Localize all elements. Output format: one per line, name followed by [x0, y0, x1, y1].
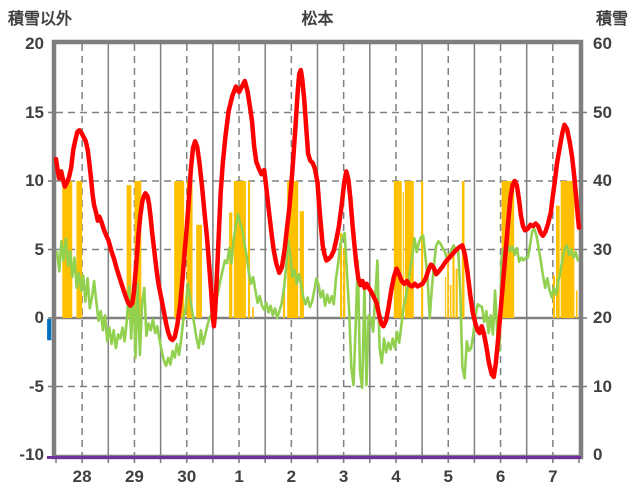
y-axis-left-tick-label: -5 — [28, 376, 44, 396]
sunshine-bar — [229, 212, 233, 318]
y-axis-left-tick-label: 5 — [34, 239, 44, 259]
sunshine-bar — [555, 205, 560, 318]
sunshine-bar — [287, 181, 299, 318]
sunshine-bar — [447, 253, 449, 318]
sunshine-bar — [247, 181, 251, 318]
sunshine-bar — [186, 181, 193, 318]
y-axis-right-tick-label: 60 — [593, 34, 612, 53]
y-axis-right-tick-label: 50 — [593, 102, 612, 122]
sunshine-bar — [343, 248, 346, 318]
x-axis-tick-label: 5 — [443, 467, 453, 486]
x-axis-tick-label: 29 — [124, 467, 144, 486]
temperature-line-group — [53, 67, 582, 380]
y-axis-right-tick-label: 10 — [593, 376, 612, 396]
x-axis-tick-label: 30 — [177, 467, 197, 486]
y-axis-left-tick-label: 20 — [25, 34, 44, 53]
sunshine-bar — [252, 307, 254, 318]
sunshine-bar — [452, 256, 455, 318]
y-axis-right-tick-label: 0 — [593, 445, 603, 464]
sunshine-bar — [449, 285, 452, 318]
sunshine-bar — [404, 181, 414, 318]
y-axis-right-tick-label: 20 — [593, 308, 612, 327]
sunshine-bar — [299, 211, 304, 318]
sunshine-bar — [233, 181, 246, 318]
x-axis-tick-label: 7 — [548, 467, 558, 486]
temperature-line — [53, 67, 582, 380]
sunshine-bar — [282, 286, 286, 318]
x-axis-tick-label: 2 — [286, 467, 297, 486]
green-line-group — [55, 212, 580, 390]
sunshine-bar — [575, 290, 578, 318]
sunshine-bar — [393, 181, 402, 318]
sunshine-bar — [174, 181, 185, 318]
sunshine-bar — [339, 233, 343, 318]
sunshine-bar — [402, 191, 404, 318]
green-series-line — [55, 212, 580, 390]
y-axis-left-tick-label: 10 — [25, 171, 44, 190]
y-axis-left-tick-label: 0 — [34, 308, 44, 327]
y-axis-right-tick-label: 30 — [593, 239, 612, 259]
left-axis-title: 積雪以外 — [8, 11, 73, 28]
sunshine-bar — [76, 181, 83, 318]
x-axis-tick-label: 3 — [338, 467, 349, 486]
x-axis-tick-label: 6 — [495, 467, 506, 486]
sunshine-bar — [126, 185, 132, 318]
sunshine-bar — [196, 224, 202, 318]
y-axis-left-tick-label: 15 — [25, 102, 44, 122]
right-axis-title: 積雪 — [595, 11, 628, 28]
x-axis-tick-label: 4 — [391, 467, 401, 486]
sunshine-bar — [552, 275, 555, 318]
y-axis-left-tick-label: -10 — [19, 445, 44, 464]
sunshine-bar — [421, 181, 424, 318]
chart-title: 松本 — [301, 11, 334, 28]
precipitation-bar — [47, 319, 52, 341]
sunshine-bar — [455, 268, 458, 318]
x-axis-tick-label: 28 — [72, 467, 92, 486]
y-axis-right-tick-label: 40 — [593, 171, 612, 190]
sunshine-bar — [445, 276, 447, 318]
x-axis-tick-label: 1 — [234, 467, 244, 486]
